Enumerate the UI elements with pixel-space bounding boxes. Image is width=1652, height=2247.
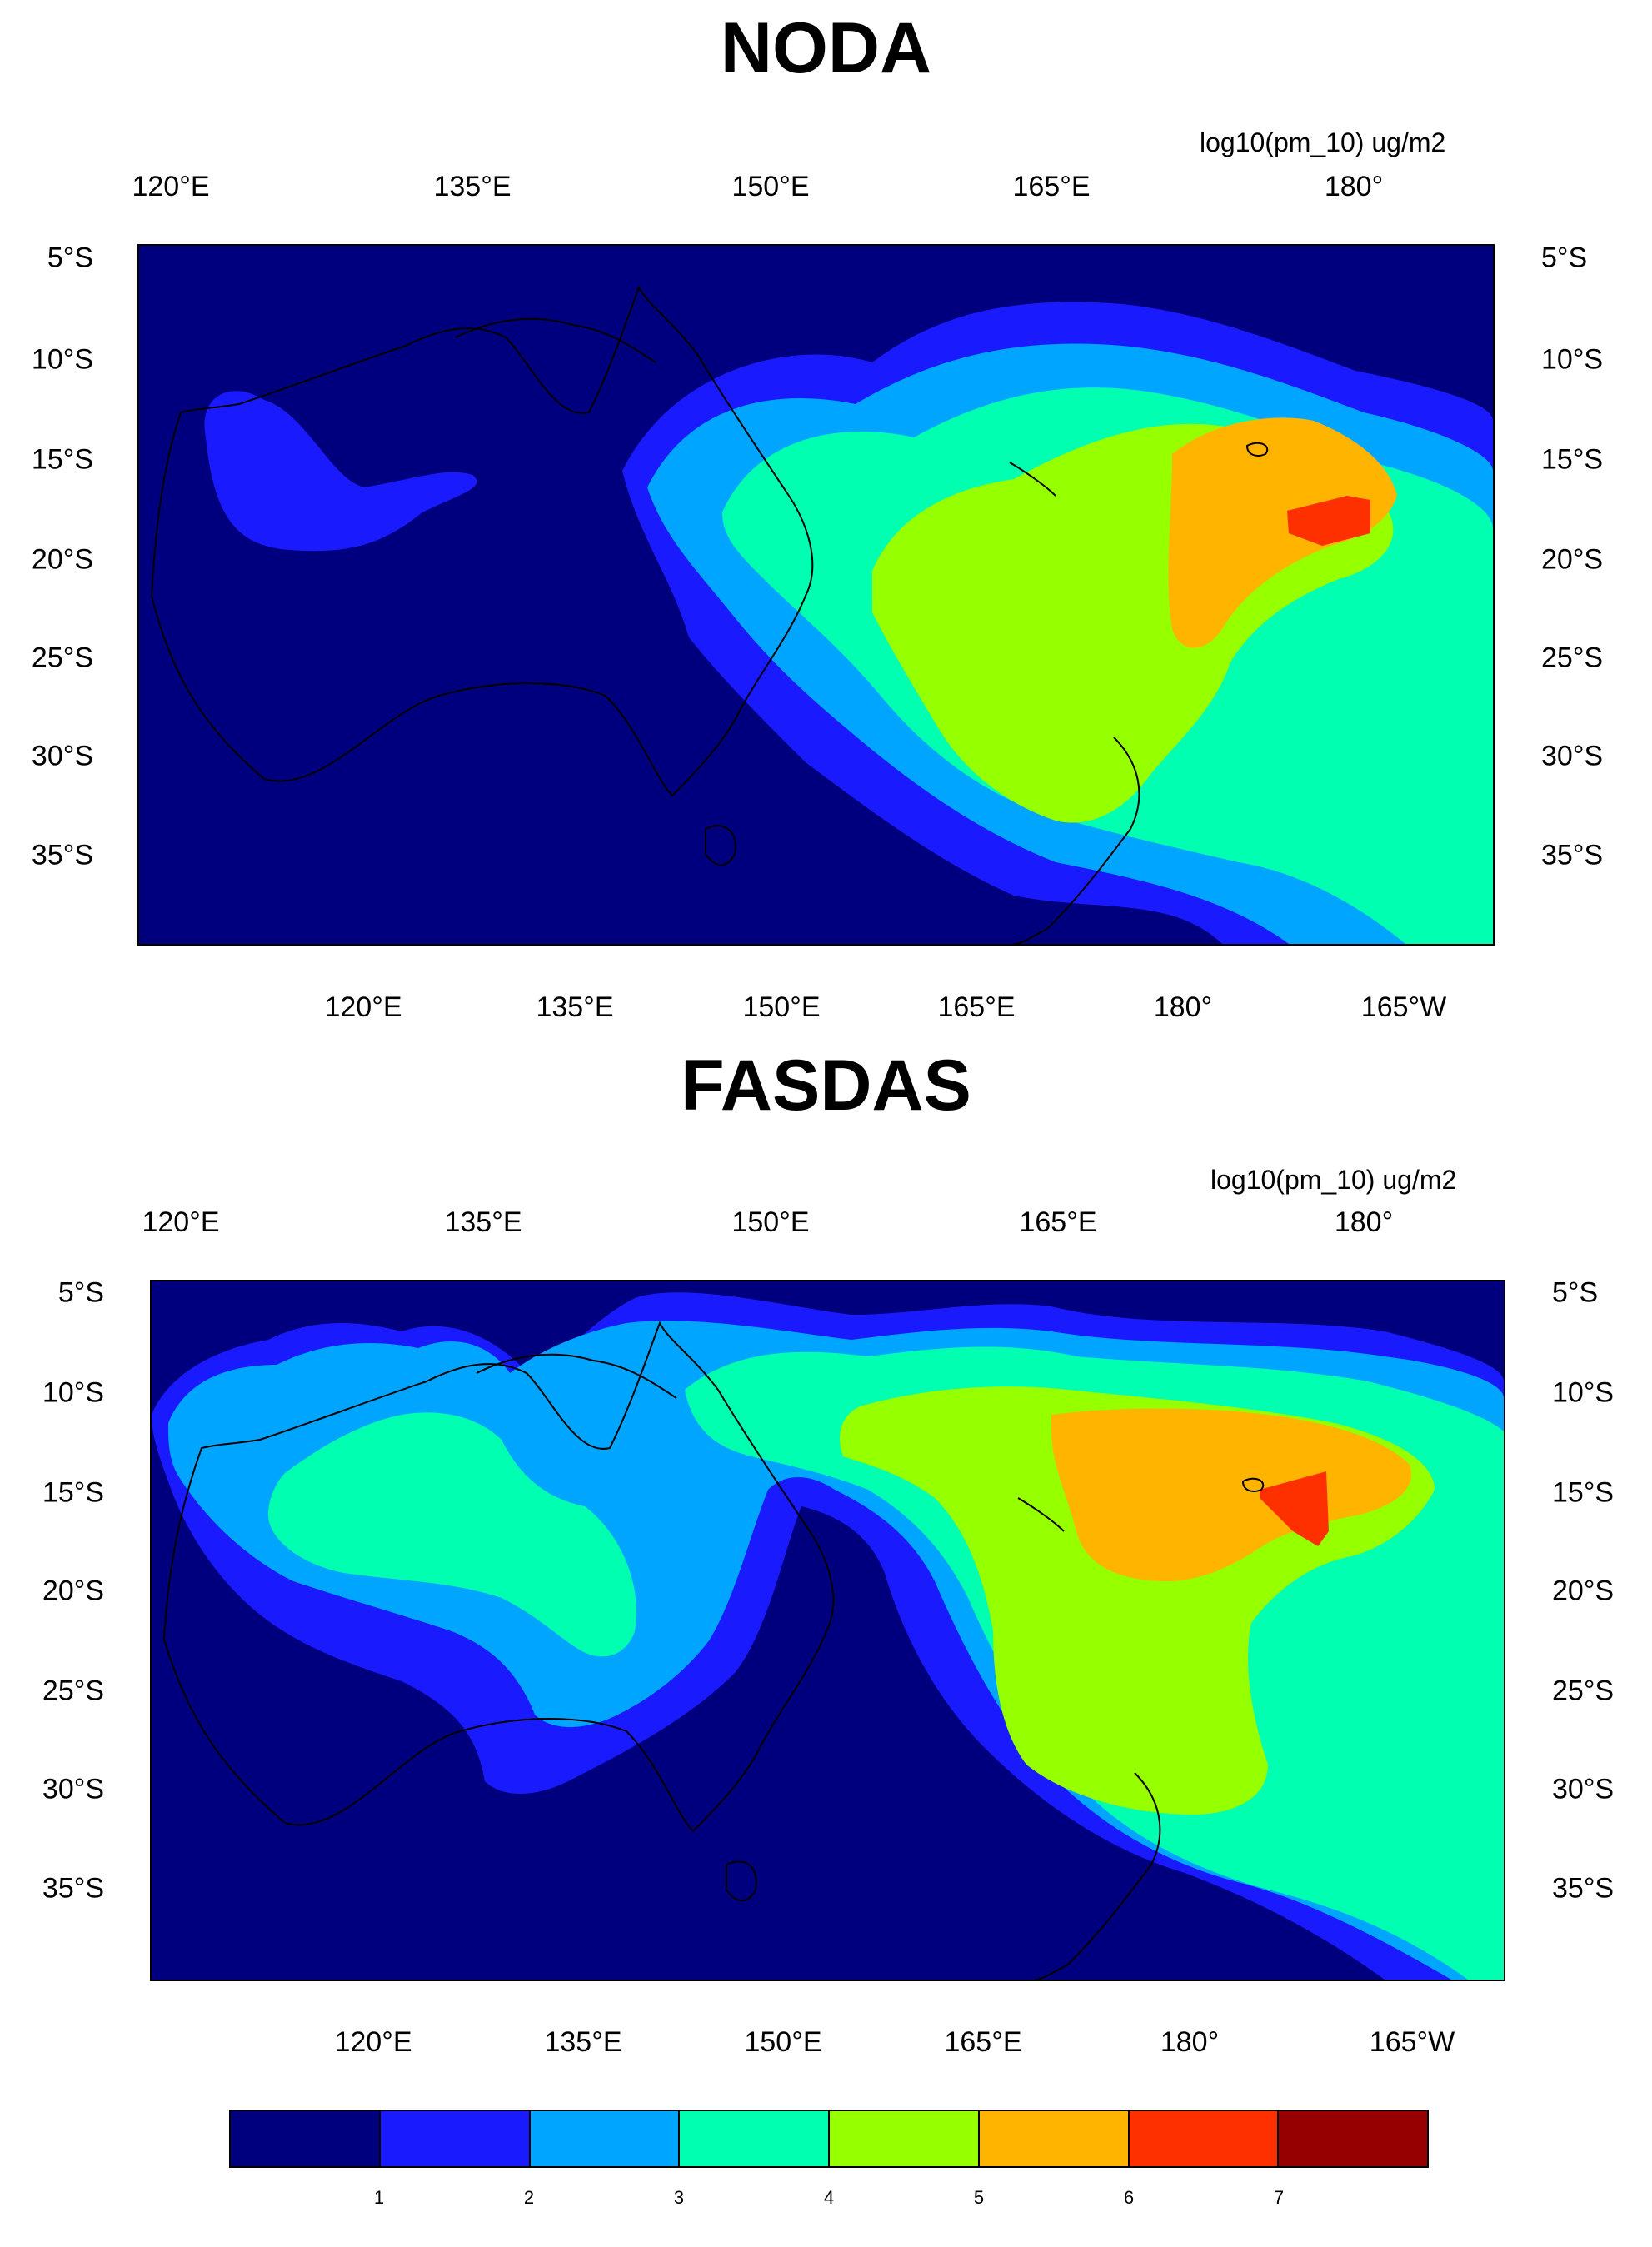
lat-label-right: 20°S: [1552, 1575, 1615, 1607]
lon-label-bottom: 165°E: [937, 991, 1016, 1023]
lat-label-left: 15°S: [31, 443, 93, 476]
contour-level-4: [268, 1412, 636, 1657]
lon-label-bottom: 180°: [1160, 2026, 1220, 2058]
coastline-tasmania: [726, 1860, 757, 1902]
coastline-new-zealand: [1034, 1772, 1161, 1980]
colorbar-segment: [530, 2111, 681, 2166]
lat-label-left: 10°S: [31, 343, 93, 376]
contour-level-2: [204, 391, 477, 552]
colorbar-label: 5: [973, 2187, 985, 2208]
lon-label-top: 120°E: [142, 1206, 220, 1238]
lon-label-bottom: 165°W: [1360, 991, 1447, 1023]
lon-label-top: 120°E: [132, 171, 210, 202]
colorbar-label: 6: [1123, 2187, 1135, 2208]
fasdas-map: [150, 1280, 1505, 1981]
colorbar-label: 7: [1273, 2187, 1285, 2208]
lat-label-right: 20°S: [1541, 543, 1604, 576]
colorbar-segment: [231, 2111, 381, 2166]
lat-label-right: 15°S: [1552, 1476, 1615, 1509]
lat-label-right: 15°S: [1541, 443, 1604, 476]
lat-label-right: 25°S: [1552, 1675, 1615, 1707]
lon-label-top: 150°E: [731, 1206, 810, 1238]
colorbar-label: 3: [673, 2187, 685, 2208]
coastline-australia: [150, 285, 814, 797]
lon-label-bottom: 165°E: [944, 2026, 1022, 2058]
lon-label-top: 135°E: [444, 1206, 522, 1238]
lat-label-left: 35°S: [31, 839, 93, 871]
lon-label-top: 180°: [1334, 1206, 1394, 1238]
coastline-new-guinea: [476, 1353, 677, 1399]
lat-label-right: 10°S: [1552, 1376, 1615, 1409]
lon-label-bottom: 135°E: [536, 991, 614, 1023]
lat-label-right: 5°S: [1552, 1276, 1599, 1309]
coastline-fiji: [1241, 1477, 1265, 1492]
lat-label-right: 5°S: [1541, 242, 1588, 274]
lat-label-left: 25°S: [31, 642, 93, 674]
colorbar-segment: [830, 2111, 980, 2166]
lon-label-bottom: 150°E: [742, 991, 821, 1023]
lat-label-left: 5°S: [57, 1276, 104, 1309]
colorbar-label: 1: [373, 2187, 385, 2208]
colorbar-label: 2: [523, 2187, 535, 2208]
coastline-new-guinea: [455, 317, 656, 363]
lon-label-top: 180°: [1324, 171, 1384, 202]
colorbar-segment: [1279, 2111, 1427, 2166]
lat-label-left: 20°S: [31, 543, 93, 576]
noda-title: NODA: [720, 8, 932, 88]
coastline-new-caledonia: [1009, 462, 1056, 497]
fasdas-contour-field: [152, 1281, 1504, 1980]
lat-label-left: 35°S: [42, 1872, 104, 1905]
coastline-fiji: [1245, 442, 1269, 457]
lon-label-bottom: 135°E: [544, 2026, 622, 2058]
noda-contour-field: [139, 246, 1493, 944]
coastline-australia: [162, 1321, 835, 1833]
colorbar-segment: [380, 2111, 531, 2166]
colorbar: [229, 2110, 1429, 2168]
colorbar-segment: [979, 2111, 1130, 2166]
fasdas-title: FASDAS: [681, 1046, 971, 1126]
fasdas-units-label: log10(pm_10) ug/m2: [1210, 1165, 1457, 1195]
lat-label-right: 35°S: [1541, 839, 1604, 871]
lat-label-left: 10°S: [42, 1376, 104, 1409]
lon-label-bottom: 120°E: [334, 2026, 412, 2058]
lat-label-right: 30°S: [1552, 1773, 1615, 1805]
colorbar-label: 4: [823, 2187, 835, 2208]
lon-label-bottom: 150°E: [744, 2026, 822, 2058]
lon-label-bottom: 180°: [1153, 991, 1213, 1023]
lat-label-left: 30°S: [42, 1773, 104, 1805]
lon-label-bottom: 165°W: [1369, 2026, 1455, 2058]
contour-level-7: [1287, 496, 1370, 546]
contour-level-7: [1260, 1471, 1329, 1546]
lat-label-left: 20°S: [42, 1575, 104, 1607]
lat-label-left: 15°S: [42, 1476, 104, 1509]
lon-label-top: 135°E: [433, 171, 512, 202]
colorbar-segment: [1129, 2111, 1280, 2166]
lat-label-left: 25°S: [42, 1675, 104, 1707]
coastline-new-zealand: [1013, 737, 1140, 944]
lon-label-bottom: 120°E: [324, 991, 402, 1023]
contour-level-6: [1051, 1408, 1411, 1581]
lat-label-right: 30°S: [1541, 740, 1604, 772]
lon-label-top: 165°E: [1012, 171, 1091, 202]
lat-label-right: 25°S: [1541, 642, 1604, 674]
coastline-new-caledonia: [1017, 1497, 1065, 1532]
contour-level-6: [1168, 417, 1397, 648]
lat-label-right: 35°S: [1552, 1872, 1615, 1905]
lat-label-left: 5°S: [47, 242, 93, 274]
coastline-tasmania: [705, 825, 736, 866]
lat-label-right: 10°S: [1541, 343, 1604, 376]
noda-map: [137, 244, 1495, 946]
lon-label-top: 165°E: [1019, 1206, 1097, 1238]
noda-units-label: log10(pm_10) ug/m2: [1200, 127, 1446, 157]
lat-label-left: 30°S: [31, 740, 93, 772]
colorbar-segment: [680, 2111, 830, 2166]
lon-label-top: 150°E: [731, 171, 810, 202]
